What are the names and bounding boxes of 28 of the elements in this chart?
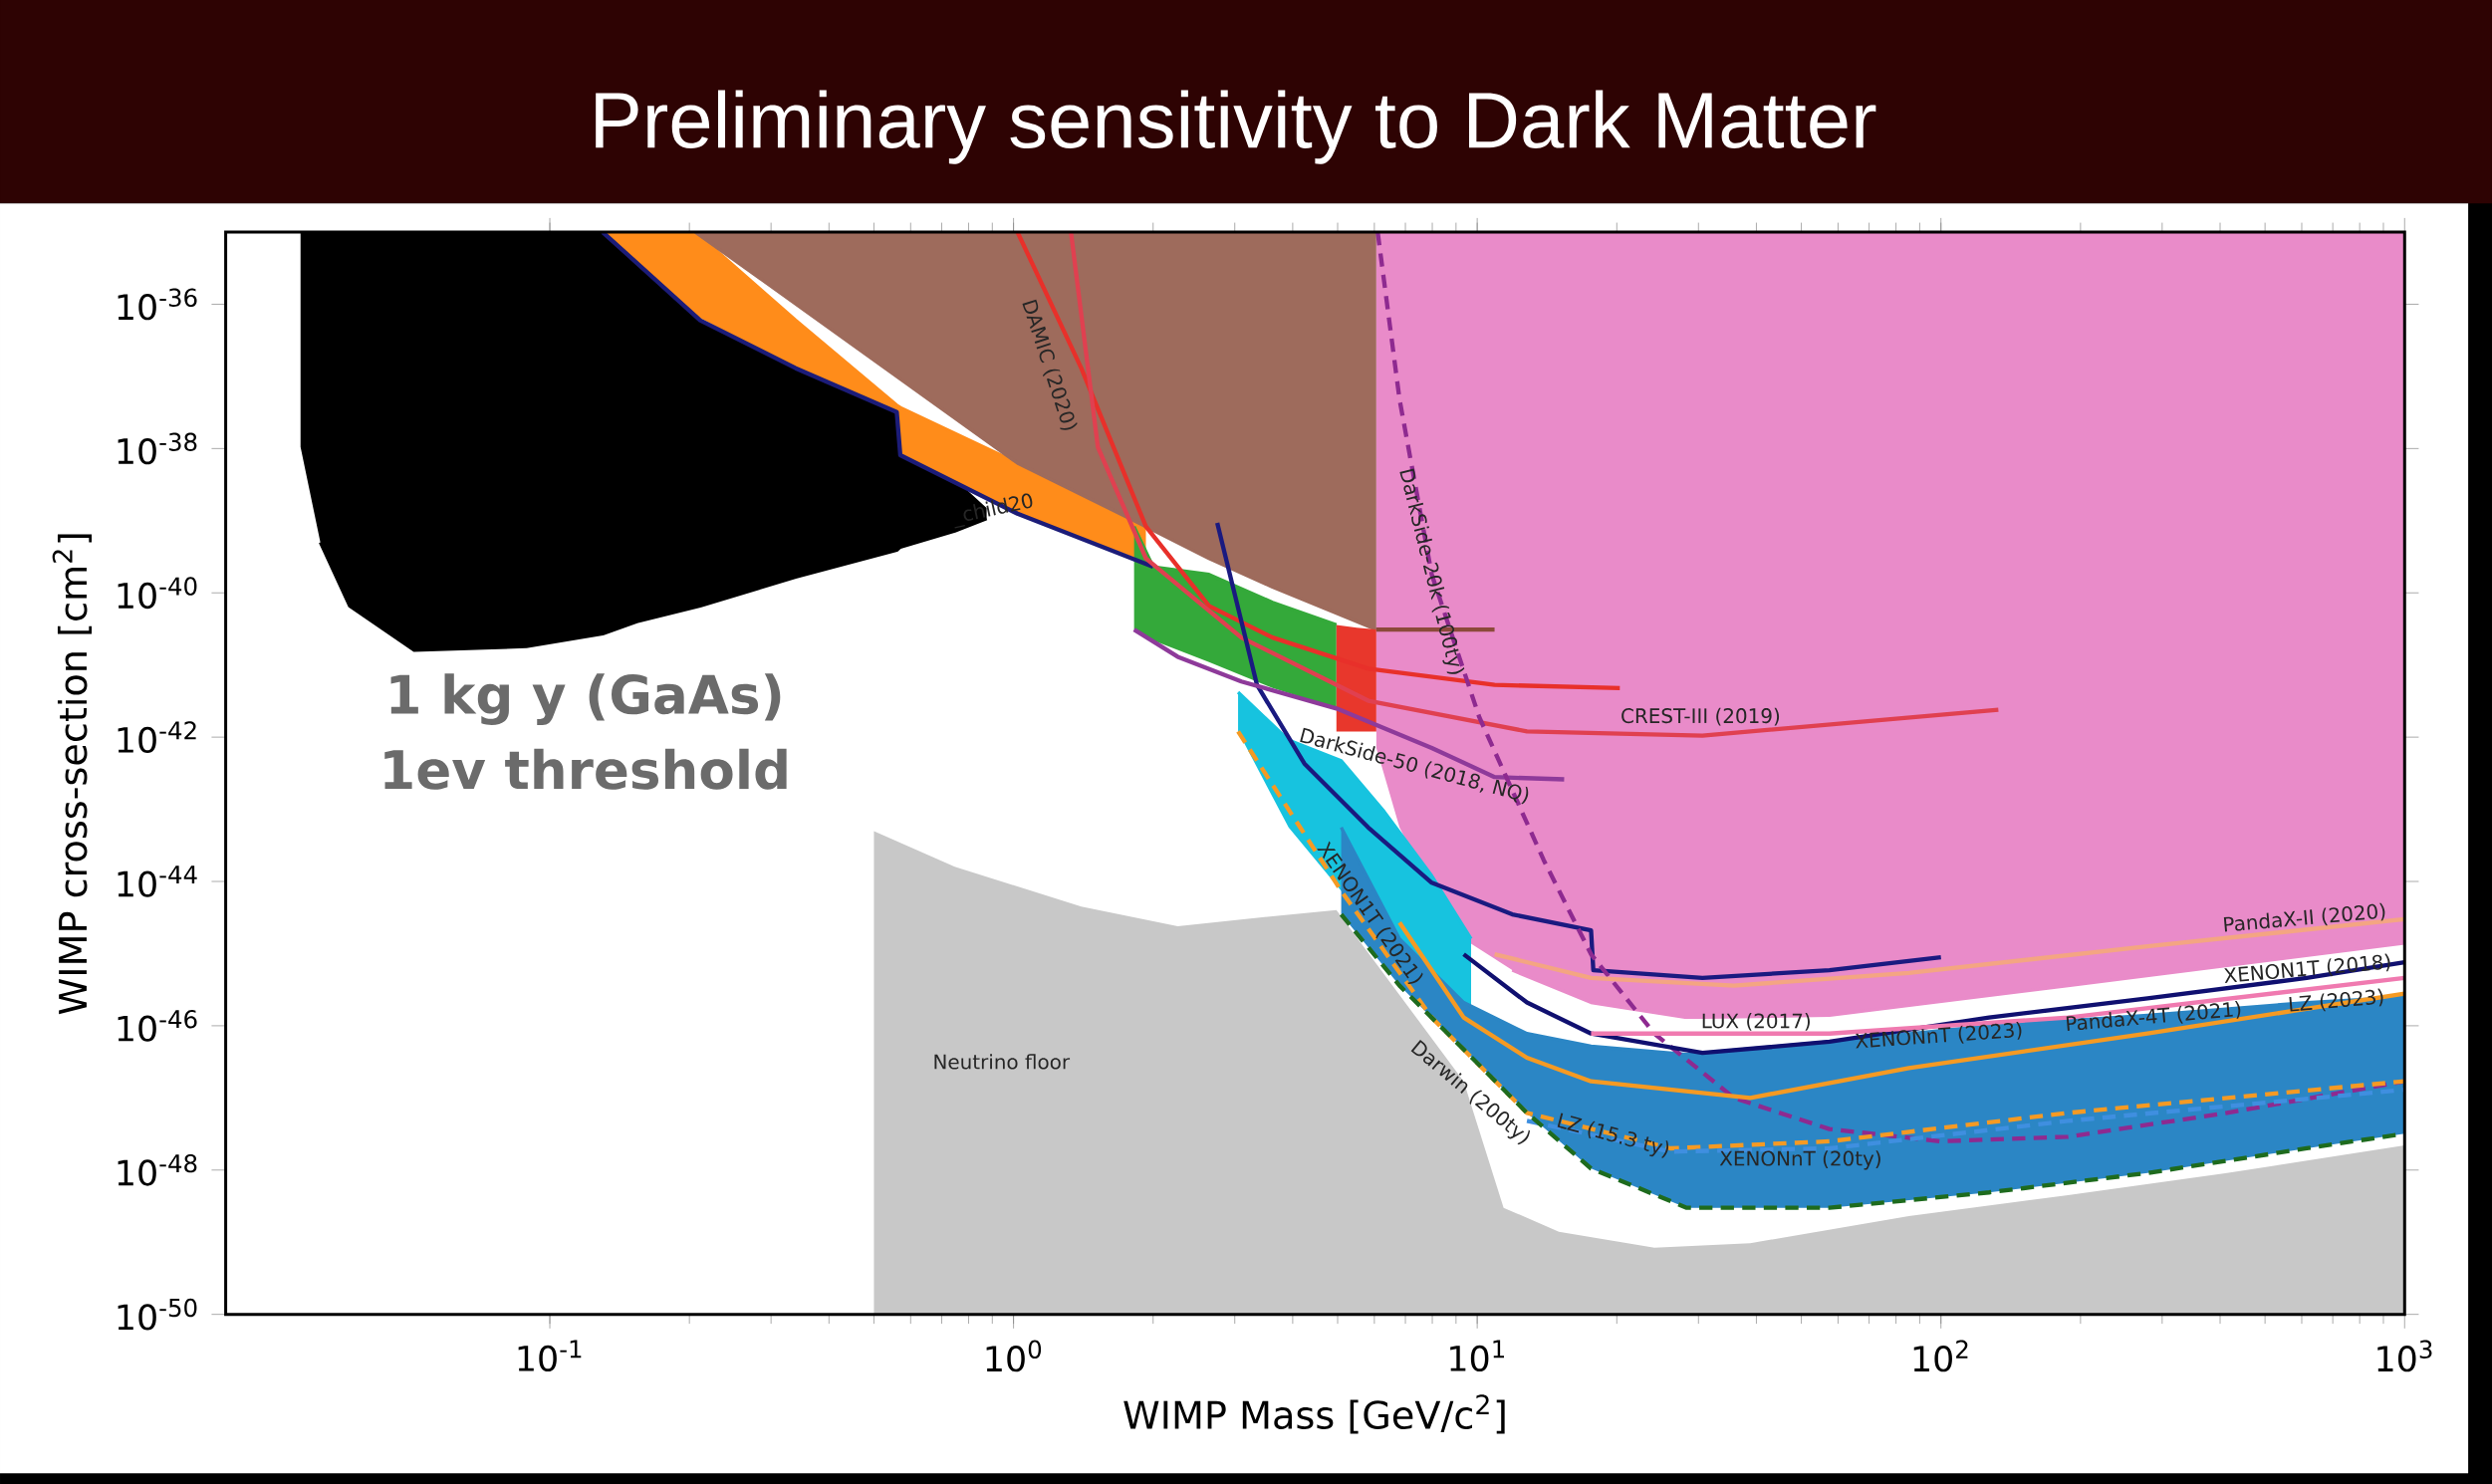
annotation: LZ (2023) bbox=[2289, 988, 2383, 1012]
y-tick-label: 10$^{-50}$ bbox=[118, 1298, 197, 1331]
annotation: LZ (15.3 ty) bbox=[1557, 1113, 1669, 1158]
y-tick-label: 10$^{-48}$ bbox=[118, 1153, 197, 1186]
x-tick-label: 10$^{2}$ bbox=[1913, 1340, 1968, 1372]
annotation: LUX (2017) bbox=[1702, 1012, 1810, 1031]
y-tick-label: 10$^{-42}$ bbox=[118, 721, 196, 753]
y-axis-title: WIMP cross-section [cm$^{2}$] bbox=[52, 534, 93, 1015]
y-tick-label: 10$^{-36}$ bbox=[118, 288, 197, 321]
annotation: XENON1T (2018) bbox=[2224, 953, 2390, 983]
y-tick-label: 10$^{-46}$ bbox=[118, 1009, 197, 1042]
annotation: PandaX-4T (2021) bbox=[2066, 1000, 2241, 1031]
x-axis-title: WIMP Mass [GeV/c$^{2}$] bbox=[1123, 1394, 1505, 1434]
annotation: 1 kg y (GaAs) bbox=[390, 673, 781, 725]
annotation: PandaX-II (2020) bbox=[2223, 902, 2385, 932]
annotation: CREST-III (2019) bbox=[1621, 707, 1780, 726]
annotation: Neutrino floor bbox=[934, 1054, 1071, 1070]
annotation: XENONnT (2023) bbox=[1856, 1021, 2022, 1049]
chart-title: Preliminary sensitivity to Dark Matter bbox=[596, 90, 1876, 164]
x-tick-label: 10$^{0}$ bbox=[986, 1340, 1042, 1372]
y-tick-label: 10$^{-44}$ bbox=[118, 866, 197, 897]
y-tick-label: 10$^{-40}$ bbox=[118, 577, 197, 609]
annotation: 1ev threshold bbox=[384, 748, 787, 790]
x-tick-label: 10$^{-1}$ bbox=[518, 1340, 582, 1371]
x-tick-label: 10$^{3}$ bbox=[2377, 1340, 2432, 1372]
y-tick-label: 10$^{-38}$ bbox=[118, 432, 197, 465]
x-tick-label: 10$^{1}$ bbox=[1450, 1340, 1505, 1371]
annotation: XENONnT (20ty) bbox=[1719, 1150, 1880, 1170]
